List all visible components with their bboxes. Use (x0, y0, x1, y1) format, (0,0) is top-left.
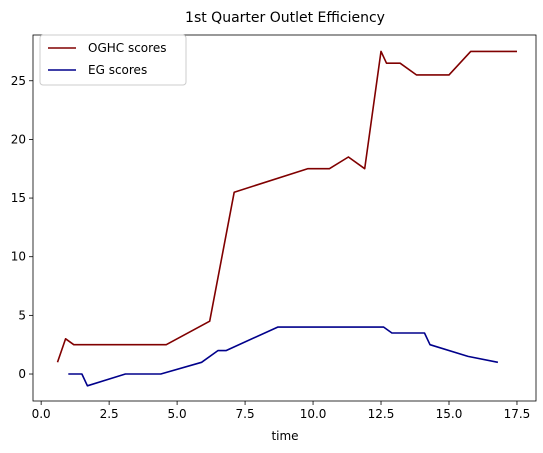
y-axis: 0 5 10 15 20 25 (11, 74, 33, 381)
x-tick-label: 2.5 (100, 407, 119, 421)
x-tick-label: 7.5 (236, 407, 255, 421)
y-tick-label: 20 (11, 132, 26, 146)
x-tick-label: 15.0 (436, 407, 463, 421)
x-axis: 0.0 2.5 5.0 7.5 10.0 12.5 15.0 17.5 (32, 401, 531, 421)
legend-label-oghc: OGHC scores (88, 41, 166, 55)
x-tick-label: 5.0 (168, 407, 187, 421)
legend-label-eg: EG scores (88, 63, 147, 77)
series-line-oghc (56, 50, 517, 363)
plot-area (33, 35, 536, 401)
x-tick-label: 17.5 (504, 407, 531, 421)
chart-title: 1st Quarter Outlet Efficiency (185, 10, 385, 26)
x-tick-label: 0.0 (32, 407, 51, 421)
series-line-eg (68, 326, 499, 387)
x-tick-label: 10.0 (300, 407, 327, 421)
plot-frame (32, 34, 537, 402)
legend: OGHC scores EG scores (39, 34, 187, 86)
y-tick-label: 10 (11, 250, 26, 264)
y-tick-label: 5 (18, 308, 26, 322)
legend-box (39, 34, 187, 86)
x-tick-label: 12.5 (368, 407, 395, 421)
series-layer (56, 50, 517, 387)
x-axis-label: time (271, 429, 298, 443)
y-tick-label: 0 (18, 367, 26, 381)
y-tick-label: 15 (11, 191, 26, 205)
y-tick-label: 25 (11, 74, 26, 88)
